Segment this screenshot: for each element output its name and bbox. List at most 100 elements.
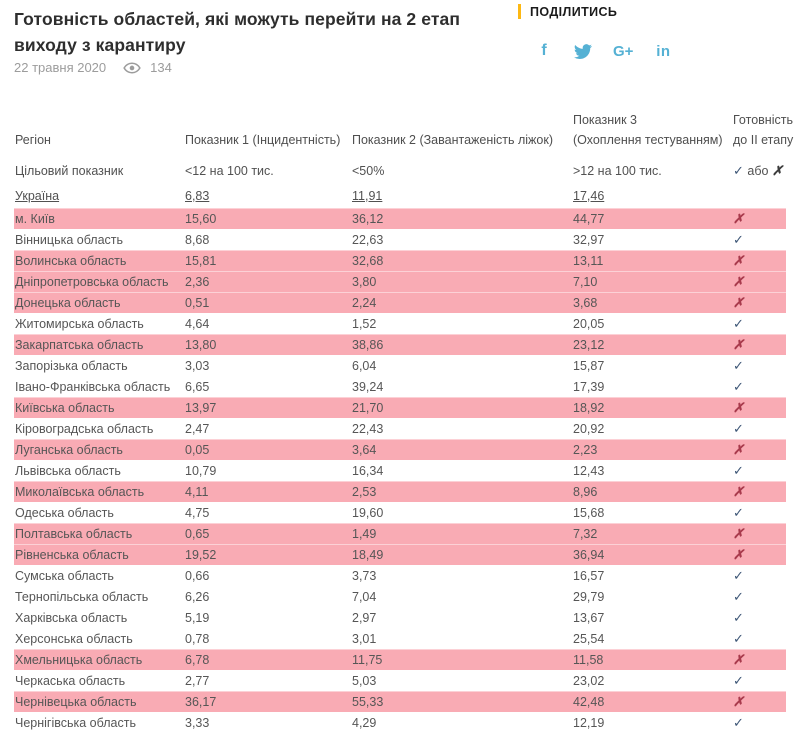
not-ready-cross-icon: ✗ [733,481,786,502]
table-row: Чернігівська область 3,33 4,29 12,19 ✓ [14,712,786,733]
ready-check-icon: ✓ [733,231,744,247]
target-row-label: Цільовий показник [15,163,124,178]
region-name: Кіровоградська область [15,421,154,436]
ready-check-icon: ✓ [733,357,744,373]
indicator-value: 4,29 [352,715,377,730]
target-value-1: <12 на 100 тис. [185,163,274,178]
table-row: м. Київ 15,60 36,12 44,77 ✗ [14,208,786,229]
indicator-value: 18,92 [573,397,733,418]
ukraine-link[interactable]: Україна [15,188,60,203]
ready-check-icon: ✓ [733,462,744,478]
indicator-value: 5,03 [352,673,377,688]
region-name: Львівська область [15,463,121,478]
indicator-value: 15,68 [573,505,605,520]
indicator-value: 25,54 [573,631,605,646]
indicator-value: 3,80 [352,271,573,292]
indicator-value: 0,78 [185,631,210,646]
indicator-value: 11,75 [352,649,573,670]
indicator-value: 2,36 [185,271,352,292]
indicator-value: 38,86 [352,334,573,355]
col-header-indicator-3: Показник 3 (Охоплення тестуванням) [573,113,723,147]
table-row: Запорізька область 3,03 6,04 15,87 ✓ [14,355,786,376]
cross-icon: ✗ [771,162,783,178]
table-row: Херсонська область 0,78 3,01 25,54 ✓ [14,628,786,649]
indicator-value: 32,68 [352,250,573,271]
region-name: Херсонська область [15,631,133,646]
indicator-value: 32,97 [573,232,605,247]
target-value-2: <50% [352,163,385,178]
twitter-icon[interactable] [574,43,592,59]
indicator-value: 7,32 [573,523,733,544]
indicator-value: 0,66 [185,568,210,583]
ready-check-icon: ✓ [733,420,744,436]
indicator-value: 0,51 [185,292,352,313]
accent-bar [518,4,521,19]
not-ready-cross-icon: ✗ [733,691,786,712]
region-name: Запорізька область [15,358,128,373]
google-plus-icon[interactable]: G+ [613,42,634,60]
ready-check-icon: ✓ [733,315,744,331]
indicator-value: 3,64 [352,439,573,460]
region-name: Луганська область [14,439,185,460]
col-header-indicator-1: Показник 1 (Інцидентність) [185,133,341,147]
ukraine-value-2[interactable]: 11,91 [352,188,383,203]
indicator-value: 5,19 [185,610,210,625]
indicator-value: 2,24 [352,292,573,313]
ready-check-icon: ✓ [733,588,744,604]
table-row: Закарпатська область 13,80 38,86 23,12 ✗ [14,334,786,355]
region-name: Чернівецька область [14,691,185,712]
region-name: Хмельницька область [14,649,185,670]
region-name: Миколаївська область [14,481,185,502]
indicator-value: 3,33 [185,715,210,730]
region-name: м. Київ [14,208,185,229]
indicator-value: 13,97 [185,397,352,418]
indicator-value: 15,81 [185,250,352,271]
ukraine-value-3[interactable]: 17,46 [573,188,605,203]
indicator-value: 6,78 [185,649,352,670]
ukraine-value-1[interactable]: 6,83 [185,188,210,203]
not-ready-cross-icon: ✗ [733,271,786,292]
indicator-value: 44,77 [573,208,733,229]
target-indicator-row: Цільовий показник <12 на 100 тис. <50% >… [14,158,786,183]
not-ready-cross-icon: ✗ [733,208,786,229]
indicator-value: 8,68 [185,232,210,247]
indicator-value: 12,43 [573,463,605,478]
indicator-value: 2,77 [185,673,210,688]
region-name: Рівненська область [14,544,185,565]
indicator-value: 4,11 [185,481,352,502]
linkedin-icon[interactable]: in [656,42,671,60]
region-name: Закарпатська область [14,334,185,355]
table-row: Київська область 13,97 21,70 18,92 ✗ [14,397,786,418]
table-row: Рівненська область 19,52 18,49 36,94 ✗ [14,544,786,565]
region-name: Івано-Франківська область [15,379,171,394]
indicator-value: 29,79 [573,589,605,604]
table-row: Дніпропетровська область 2,36 3,80 7,10 ✗ [14,271,786,292]
indicator-value: 4,75 [185,505,210,520]
table-row: Вінницька область 8,68 22,63 32,97 ✓ [14,229,786,250]
indicator-value: 2,97 [352,610,377,625]
indicator-value: 19,60 [352,505,384,520]
col-header-indicator-2: Показник 2 (Завантаженість ліжок) [352,133,554,147]
region-name: Київська область [14,397,185,418]
region-name: Чернігівська область [15,715,136,730]
table-row: Чернівецька область 36,17 55,33 42,48 ✗ [14,691,786,712]
region-name: Полтавська область [14,523,185,544]
indicator-value: 7,04 [352,589,377,604]
table-row: Харківська область 5,19 2,97 13,67 ✓ [14,607,786,628]
target-readiness-legend: ✓ або ✗ [733,162,783,178]
indicator-value: 3,03 [185,358,210,373]
indicator-value: 3,01 [352,631,377,646]
table-row: Івано-Франківська область 6,65 39,24 17,39 ✓ [14,376,786,397]
indicator-value: 6,65 [185,379,210,394]
indicator-value: 16,34 [352,463,384,478]
table-row: Хмельницька область 6,78 11,75 11,58 ✗ [14,649,786,670]
region-name: Черкаська область [15,673,126,688]
page-title: Готовність областей, які можуть перейти … [14,9,460,56]
facebook-icon[interactable]: f [541,42,547,59]
indicator-value: 13,11 [573,250,733,271]
indicator-value: 12,19 [573,715,605,730]
indicator-value: 1,52 [352,316,377,331]
not-ready-cross-icon: ✗ [733,544,786,565]
indicator-value: 16,57 [573,568,605,583]
indicator-value: 15,60 [185,208,352,229]
